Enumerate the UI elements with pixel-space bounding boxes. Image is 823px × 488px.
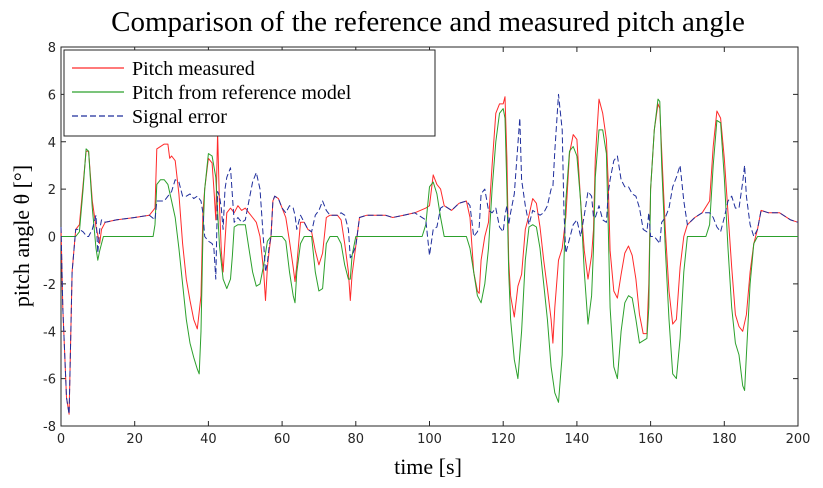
y-tick-label: 6 xyxy=(48,88,56,103)
y-tick-label: 8 xyxy=(48,41,56,56)
y-tick-label: 2 xyxy=(48,183,56,198)
x-tick-label: 40 xyxy=(200,432,217,447)
y-tick-label: 0 xyxy=(48,231,56,246)
y-tick-label: 4 xyxy=(48,136,56,151)
series-layer xyxy=(60,93,799,415)
x-tick-label: 80 xyxy=(348,432,365,447)
y-axis-label: pitch angle θ [°] xyxy=(9,165,34,307)
legend-box xyxy=(63,49,436,137)
chart-title: Comparison of the reference and measured… xyxy=(111,6,745,38)
series-line-signal-error xyxy=(60,93,799,415)
x-tick-label: 180 xyxy=(712,432,737,447)
x-tick-label: 100 xyxy=(417,432,442,447)
series-line-pitch-reference xyxy=(61,98,798,403)
x-tick-label: 160 xyxy=(638,432,663,447)
legend-label-pitch-reference: Pitch from reference model xyxy=(132,82,352,104)
x-tick-label: 20 xyxy=(126,432,143,447)
x-tick-label: 60 xyxy=(274,432,291,447)
legend-label-signal-error: Signal error xyxy=(132,106,227,128)
y-tick-label: -6 xyxy=(43,373,56,388)
ticks-layer: 0 20 40 60 80 100 120 140 160 180 200 -8 -6 -4 -2 0 2 4 6 8 xyxy=(43,41,810,447)
x-axis-label: time [s] xyxy=(394,454,462,479)
legend-label-pitch-measured: Pitch measured xyxy=(132,58,255,80)
y-tick-label: -8 xyxy=(43,420,56,435)
x-tick-label: 140 xyxy=(564,432,589,447)
y-tick-label: -4 xyxy=(43,325,56,340)
x-tick-label: 120 xyxy=(491,432,516,447)
x-tick-label: 0 xyxy=(57,432,65,447)
x-tick-label: 200 xyxy=(786,432,811,447)
y-tick-label: -2 xyxy=(43,278,56,293)
legend: Pitch measured Pitch from reference mode… xyxy=(63,49,436,137)
